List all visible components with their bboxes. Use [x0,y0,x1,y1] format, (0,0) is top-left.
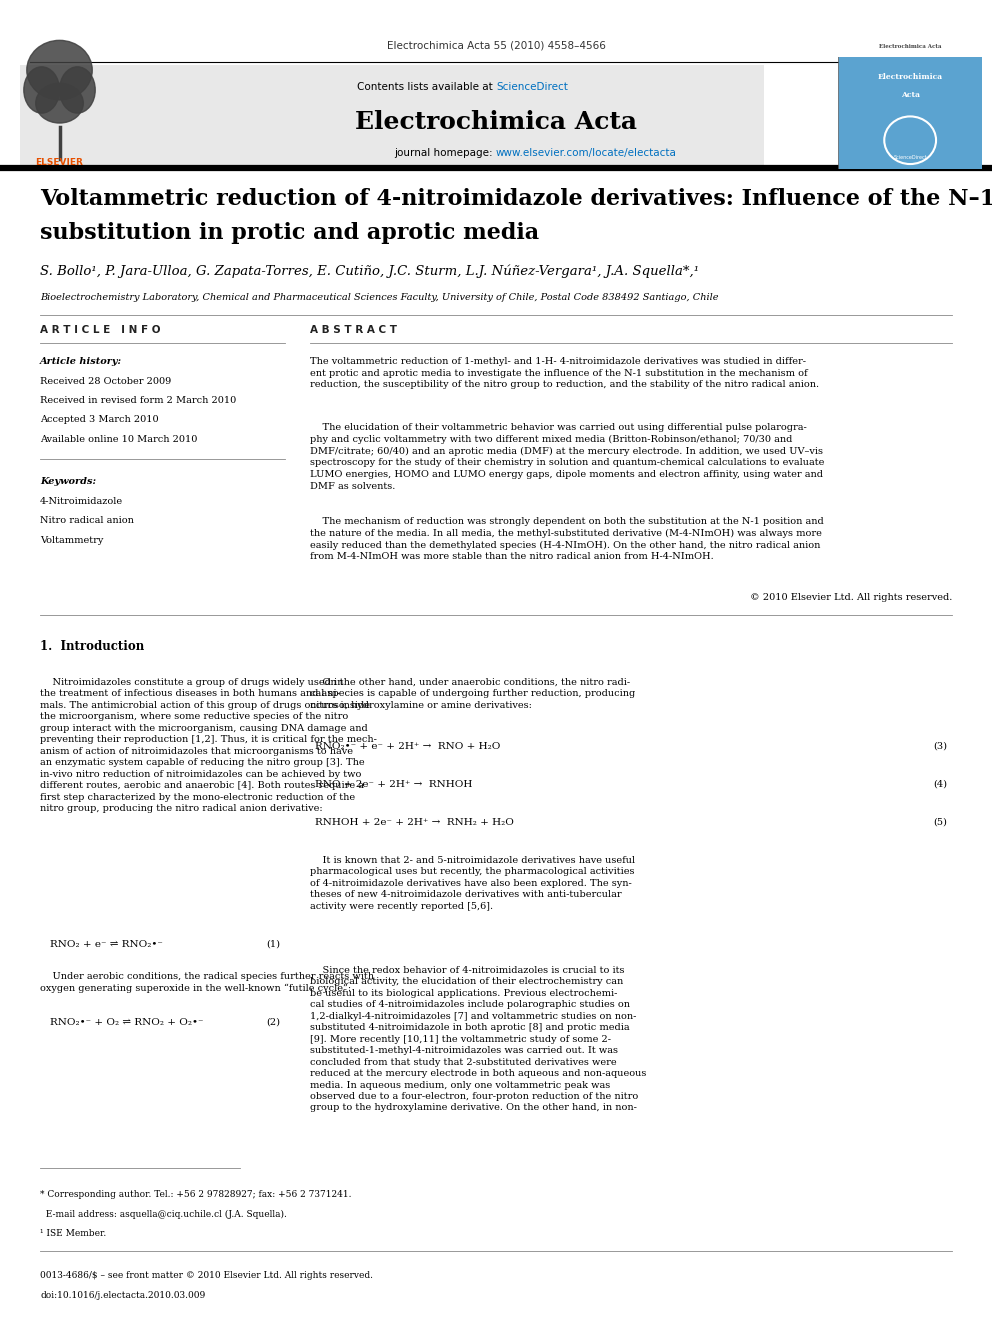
Text: A B S T R A C T: A B S T R A C T [310,325,397,335]
Text: RNO₂•⁻ + e⁻ + 2H⁺ →  RNO + H₂O: RNO₂•⁻ + e⁻ + 2H⁺ → RNO + H₂O [315,742,500,751]
Text: ScienceDirect: ScienceDirect [496,82,567,93]
Text: Electrochimica Acta: Electrochimica Acta [879,44,941,49]
Text: Received in revised form 2 March 2010: Received in revised form 2 March 2010 [40,396,236,405]
Text: Keywords:: Keywords: [40,478,96,487]
Text: Electrochimica Acta 55 (2010) 4558–4566: Electrochimica Acta 55 (2010) 4558–4566 [387,40,605,50]
Text: (3): (3) [933,742,947,751]
Text: Available online 10 March 2010: Available online 10 March 2010 [40,435,197,445]
Text: doi:10.1016/j.electacta.2010.03.009: doi:10.1016/j.electacta.2010.03.009 [40,1290,205,1299]
Text: ELSEVIER: ELSEVIER [36,159,83,168]
Bar [20,65,764,165]
Text: Since the redox behavior of 4-nitroimidazoles is crucial to its
biological activ: Since the redox behavior of 4-nitroimida… [310,966,647,1113]
Text: (4): (4) [933,781,947,789]
Text: 4-Nitroimidazole: 4-Nitroimidazole [40,497,123,505]
Text: Voltammetry: Voltammetry [40,536,103,545]
Text: RNHOH + 2e⁻ + 2H⁺ →  RNH₂ + H₂O: RNHOH + 2e⁻ + 2H⁺ → RNH₂ + H₂O [315,818,514,827]
Text: ScienceDirect: ScienceDirect [894,155,927,160]
Text: (5): (5) [933,818,947,827]
Text: Contents lists available at: Contents lists available at [357,82,496,93]
Text: S. Bollo¹, P. Jara-Ulloa, G. Zapata-Torres, E. Cutiño, J.C. Sturm, L.J. Núñez-Ve: S. Bollo¹, P. Jara-Ulloa, G. Zapata-Torr… [40,265,699,279]
Text: Bioelectrochemistry Laboratory, Chemical and Pharmaceutical Sciences Faculty, Un: Bioelectrochemistry Laboratory, Chemical… [40,292,718,302]
Ellipse shape [24,67,60,114]
Text: On the other hand, under anaerobic conditions, the nitro radi-
cal species is ca: On the other hand, under anaerobic condi… [310,677,635,710]
Text: A R T I C L E   I N F O: A R T I C L E I N F O [40,325,161,335]
Text: Nitro radical anion: Nitro radical anion [40,516,134,525]
Text: (1): (1) [266,941,280,949]
Text: Electrochimica Acta: Electrochimica Acta [355,110,637,134]
Text: RNO₂ + e⁻ ⇌ RNO₂•⁻: RNO₂ + e⁻ ⇌ RNO₂•⁻ [50,941,163,949]
Text: Electrochimica: Electrochimica [878,73,942,82]
Text: journal homepage:: journal homepage: [394,148,496,157]
Text: substitution in protic and aprotic media: substitution in protic and aprotic media [40,222,539,243]
Text: 0013-4686/$ – see front matter © 2010 Elsevier Ltd. All rights reserved.: 0013-4686/$ – see front matter © 2010 El… [40,1271,373,1279]
Text: RNO + 2e⁻ + 2H⁺ →  RNHOH: RNO + 2e⁻ + 2H⁺ → RNHOH [315,781,472,789]
Text: ¹ ISE Member.: ¹ ISE Member. [40,1229,106,1238]
Text: The mechanism of reduction was strongly dependent on both the substitution at th: The mechanism of reduction was strongly … [310,517,823,561]
Text: The voltammetric reduction of 1-methyl- and 1-H- 4-nitroimidazole derivatives wa: The voltammetric reduction of 1-methyl- … [310,357,819,389]
Text: Article history:: Article history: [40,357,122,366]
Text: The elucidation of their voltammetric behavior was carried out using differentia: The elucidation of their voltammetric be… [310,423,824,491]
Ellipse shape [60,67,95,114]
Text: RNO₂•⁻ + O₂ ⇌ RNO₂ + O₂•⁻: RNO₂•⁻ + O₂ ⇌ RNO₂ + O₂•⁻ [50,1017,203,1027]
Text: Acta: Acta [901,90,920,99]
Ellipse shape [36,83,83,123]
Text: © 2010 Elsevier Ltd. All rights reserved.: © 2010 Elsevier Ltd. All rights reserved… [750,593,952,602]
Text: Under aerobic conditions, the radical species further reacts with
oxygen generat: Under aerobic conditions, the radical sp… [40,972,374,992]
Text: Voltammetric reduction of 4-nitroimidazole derivatives: Influence of the N–1: Voltammetric reduction of 4-nitroimidazo… [40,188,992,210]
Text: (2): (2) [266,1017,280,1027]
Text: Received 28 October 2009: Received 28 October 2009 [40,377,172,385]
Ellipse shape [27,41,92,101]
Text: Accepted 3 March 2010: Accepted 3 March 2010 [40,415,159,425]
Text: 1.  Introduction: 1. Introduction [40,640,144,654]
Text: www.elsevier.com/locate/electacta: www.elsevier.com/locate/electacta [496,148,677,157]
Text: Nitroimidazoles constitute a group of drugs widely used in
the treatment of infe: Nitroimidazoles constitute a group of dr… [40,677,377,812]
Text: It is known that 2- and 5-nitroimidazole derivatives have useful
pharmacological: It is known that 2- and 5-nitroimidazole… [310,856,635,910]
Text: * Corresponding author. Tel.: +56 2 97828927; fax: +56 2 7371241.: * Corresponding author. Tel.: +56 2 9782… [40,1189,351,1199]
Bar [838,37,982,57]
Text: E-mail address: asquella@ciq.uchile.cl (J.A. Squella).: E-mail address: asquella@ciq.uchile.cl (… [40,1209,287,1218]
